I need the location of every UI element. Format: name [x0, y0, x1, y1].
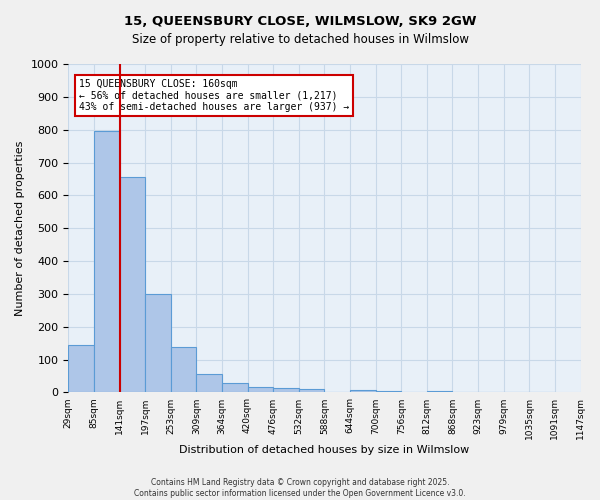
Y-axis label: Number of detached properties: Number of detached properties: [15, 140, 25, 316]
Bar: [273, 388, 299, 392]
Bar: [68, 346, 94, 393]
Bar: [119, 178, 145, 392]
Text: Contains HM Land Registry data © Crown copyright and database right 2025.
Contai: Contains HM Land Registry data © Crown c…: [134, 478, 466, 498]
Bar: [350, 390, 376, 392]
Bar: [222, 382, 248, 392]
Text: 15, QUEENSBURY CLOSE, WILMSLOW, SK9 2GW: 15, QUEENSBURY CLOSE, WILMSLOW, SK9 2GW: [124, 15, 476, 28]
Bar: [171, 347, 196, 393]
Bar: [427, 391, 452, 392]
Text: Size of property relative to detached houses in Wilmslow: Size of property relative to detached ho…: [131, 32, 469, 46]
Text: 15 QUEENSBURY CLOSE: 160sqm
← 56% of detached houses are smaller (1,217)
43% of : 15 QUEENSBURY CLOSE: 160sqm ← 56% of det…: [79, 79, 349, 112]
Bar: [145, 294, 171, 392]
Bar: [248, 386, 273, 392]
Bar: [299, 388, 325, 392]
Bar: [196, 374, 222, 392]
X-axis label: Distribution of detached houses by size in Wilmslow: Distribution of detached houses by size …: [179, 445, 470, 455]
Bar: [94, 132, 119, 392]
Bar: [376, 391, 401, 392]
